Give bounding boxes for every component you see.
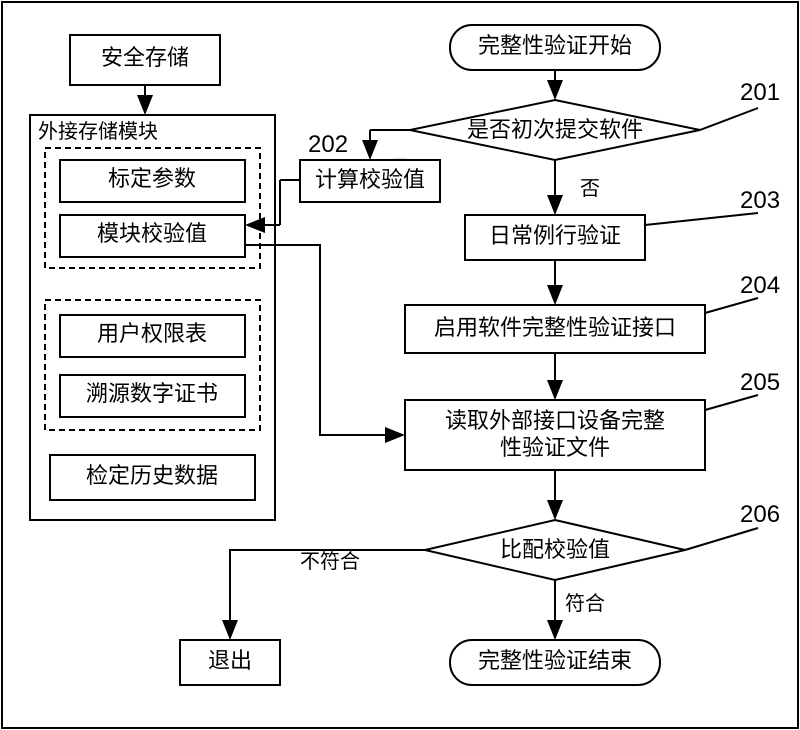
calc-label: 计算校验值 bbox=[315, 167, 425, 192]
cert-label: 溯源数字证书 bbox=[86, 381, 218, 406]
modchk-label: 模块校验值 bbox=[97, 221, 207, 246]
safe-storage-label: 安全存储 bbox=[101, 45, 189, 70]
leader-206 bbox=[685, 528, 758, 550]
perm-label: 用户权限表 bbox=[97, 321, 207, 346]
match-label: 符合 bbox=[565, 592, 605, 615]
param-label: 标定参数 bbox=[108, 166, 196, 191]
nomatch-label: 不符合 bbox=[300, 550, 360, 573]
num-201: 201 bbox=[740, 79, 780, 106]
end-label: 完整性验证结束 bbox=[478, 648, 632, 673]
edge-modchk-read bbox=[245, 245, 403, 435]
start-label: 完整性验证开始 bbox=[478, 33, 632, 58]
read-label1: 读取外部接口设备完整 bbox=[445, 408, 665, 433]
dec1-label: 是否初次提交软件 bbox=[467, 117, 643, 142]
daily-label: 日常例行验证 bbox=[489, 223, 621, 248]
no-label: 否 bbox=[580, 178, 600, 200]
leader-201 bbox=[700, 108, 758, 130]
enable-label: 启用软件完整性验证接口 bbox=[434, 315, 676, 340]
read-label2: 性验证文件 bbox=[500, 435, 610, 460]
num-204: 204 bbox=[740, 272, 780, 299]
num-205: 205 bbox=[740, 369, 780, 396]
ext-module-title: 外接存储模块 bbox=[38, 120, 158, 143]
dec2-label: 比配校验值 bbox=[500, 537, 610, 562]
num-206: 206 bbox=[740, 501, 780, 528]
num-203: 203 bbox=[740, 187, 780, 214]
leader-204 bbox=[705, 298, 758, 313]
leader-205 bbox=[705, 395, 758, 410]
leader-203 bbox=[645, 213, 758, 225]
hist-label: 检定历史数据 bbox=[86, 463, 218, 488]
num-202: 202 bbox=[308, 131, 348, 158]
exit-label: 退出 bbox=[208, 648, 252, 673]
